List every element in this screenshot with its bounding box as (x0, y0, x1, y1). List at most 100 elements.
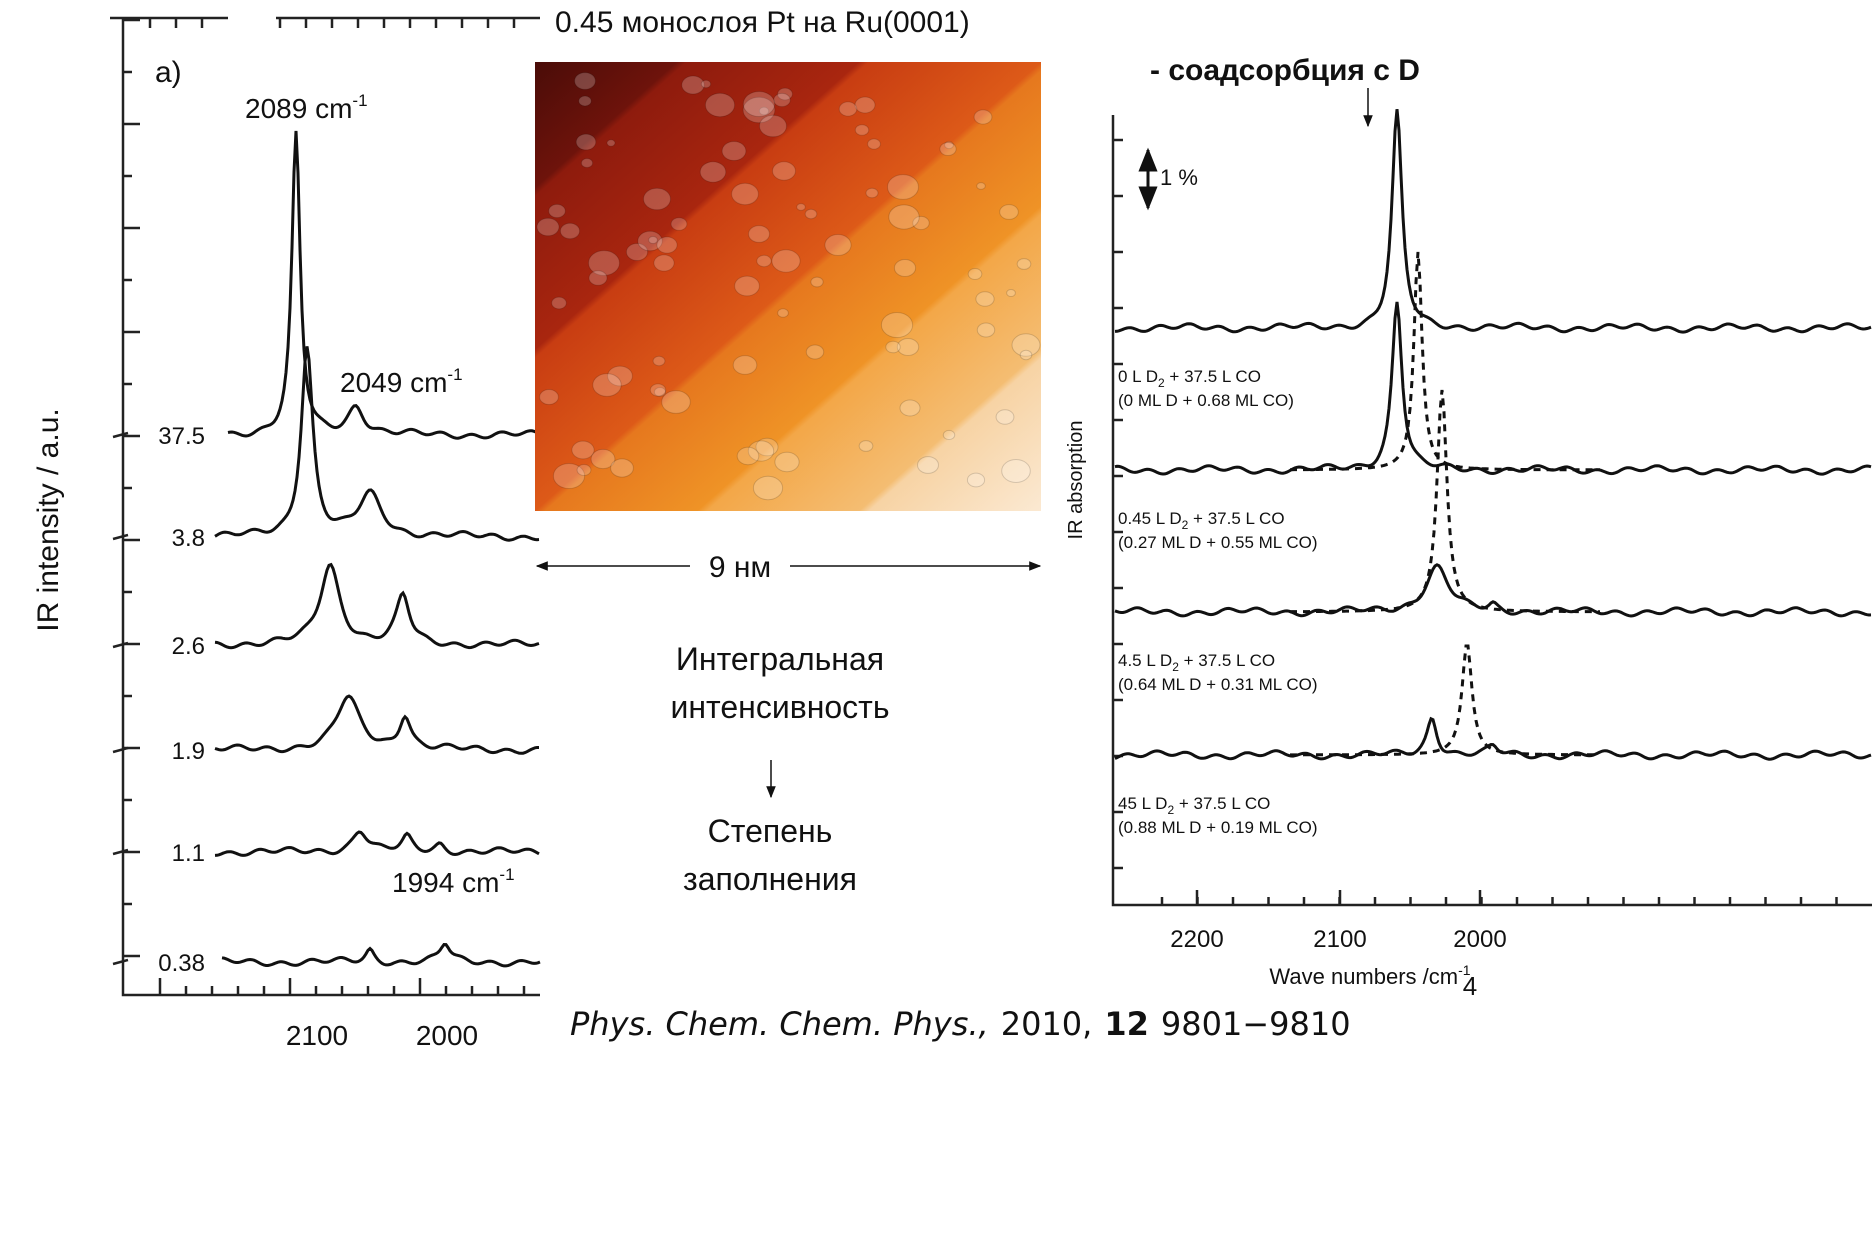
island (593, 374, 621, 397)
citation-pages: 9801−9810 (1161, 1005, 1351, 1043)
island (772, 250, 800, 272)
island (560, 223, 579, 238)
island (940, 143, 956, 156)
peak-label-text: 2089 cm (245, 93, 352, 124)
island (855, 125, 868, 136)
trace-label-line2: (0.27 ML D + 0.55 ML CO) (1118, 533, 1318, 552)
island (881, 313, 912, 338)
note-line: интенсивность (671, 689, 890, 725)
y-axis-label: IR intensity / a.u. (32, 408, 65, 631)
peak-label: 2049 cm-1 (340, 365, 463, 398)
island (701, 80, 710, 88)
island (805, 209, 817, 218)
island (577, 465, 591, 476)
slide: 21002000 37.53.82.61.91.10.38 a) IR inte… (0, 0, 1872, 1255)
island (549, 204, 566, 217)
island (977, 183, 986, 190)
island (576, 134, 596, 150)
island (649, 237, 658, 244)
island (1002, 460, 1031, 483)
island (825, 235, 851, 256)
island (589, 271, 607, 285)
island (700, 162, 726, 182)
island (976, 292, 994, 306)
island (886, 341, 900, 353)
x-tick-label: 2100 (1313, 926, 1366, 953)
y-axis-label: IR absorption (1065, 421, 1087, 540)
island (733, 356, 757, 375)
spectrum-dashed (1290, 646, 1600, 755)
island (735, 276, 760, 296)
note-line: Интегральная (676, 641, 884, 677)
island (757, 255, 771, 266)
island (967, 473, 984, 487)
page-number: 4 (1463, 971, 1477, 1001)
trace-label: 45 L D2 + 37.5 L CO (1118, 794, 1270, 817)
island (654, 255, 674, 271)
island (682, 76, 704, 94)
citation-journal: Phys. Chem. Chem. Phys., (570, 1005, 989, 1043)
trace-label-part: 4.5 L D (1118, 651, 1172, 670)
trace-label-part: + 37.5 L CO (1174, 794, 1270, 813)
island (575, 73, 596, 90)
island (662, 391, 691, 414)
island (650, 384, 665, 396)
spectrum (1115, 719, 1871, 759)
trace-tick (113, 535, 128, 539)
spectrum-dashed (1290, 252, 1600, 470)
peak-label-sup: -1 (352, 91, 367, 110)
island (778, 309, 789, 318)
island (572, 441, 594, 459)
island (732, 183, 759, 204)
scale-bar-label: 1 % (1160, 165, 1198, 190)
trace-label-part: 45 L D (1118, 794, 1167, 813)
notes: Интегральная интенсивность Степень запол… (671, 641, 890, 897)
island (974, 110, 992, 124)
x-tick-label: 2200 (1170, 926, 1223, 953)
island (552, 297, 567, 309)
trace-label-part: + 37.5 L CO (1165, 367, 1261, 386)
island (900, 400, 920, 416)
trace-label-line2: (0.64 ML D + 0.31 ML CO) (1118, 675, 1318, 694)
island (811, 277, 823, 287)
island (996, 410, 1014, 424)
island (540, 390, 559, 405)
trace-label: 3.8 (172, 525, 205, 552)
island (644, 188, 671, 210)
peak-label-text: 1994 cm (392, 867, 499, 898)
island (889, 205, 919, 229)
island (743, 92, 774, 117)
island (918, 457, 939, 474)
island (581, 159, 592, 168)
island (868, 139, 881, 149)
peak-label-text: 2049 cm (340, 367, 447, 398)
left-spectra: 37.53.82.61.91.10.38 (113, 131, 540, 977)
right-heading: - соадсорбция с D (1150, 54, 1420, 87)
stm-surface (535, 62, 1041, 511)
trace-labels: 0 L D2 + 37.5 L CO(0 ML D + 0.68 ML CO) 0… (1118, 367, 1318, 837)
trace-tick (113, 960, 128, 964)
island (653, 356, 665, 365)
island (737, 447, 759, 464)
trace-label: 0 L D2 + 37.5 L CO (1118, 367, 1261, 390)
trace-label-line2: (0 ML D + 0.68 ML CO) (1118, 391, 1294, 410)
peak-label-sup: -1 (447, 365, 462, 384)
x-tick-label: 2000 (416, 1020, 478, 1051)
island (579, 96, 591, 106)
island (839, 102, 857, 116)
island (1000, 205, 1019, 220)
trace-label: 1.1 (172, 840, 205, 867)
island (705, 93, 734, 116)
spectrum (1115, 302, 1871, 474)
citation-year: 2010, (1001, 1005, 1093, 1043)
island (611, 459, 634, 477)
trace-label: 4.5 L D2 + 37.5 L CO (1118, 651, 1275, 674)
trace-label-part: 0 L D (1118, 367, 1158, 386)
island (775, 452, 799, 471)
island (760, 115, 787, 137)
peak-label-sup: -1 (499, 865, 514, 884)
stm-image: 0.45 монослоя Pt на Ru(0001) 9 нм (535, 6, 1041, 584)
peak-label: 1994 cm-1 (392, 865, 515, 898)
spectrum (215, 696, 539, 753)
